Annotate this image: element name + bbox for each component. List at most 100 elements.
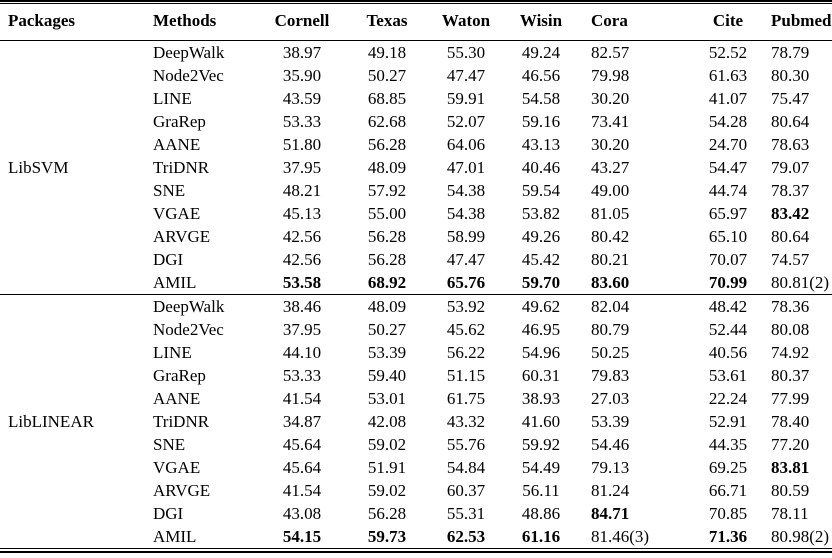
- value-cell: 78.40: [771, 412, 810, 431]
- package-cell: LibSVM: [8, 158, 69, 177]
- value-cell: 80.59: [771, 481, 810, 500]
- value-cell: 74.92: [771, 343, 810, 362]
- value-cell: 68.92: [367, 273, 407, 292]
- value-cell: 70.07: [708, 250, 748, 269]
- table-row: GraRep 53.33 59.40 51.15 60.31 79.83 53.61 80.3…: [0, 364, 832, 387]
- value-cell: 77.20: [771, 435, 810, 454]
- method-cell: ARVGE: [153, 227, 211, 246]
- value-cell: 45.64: [282, 458, 322, 477]
- value-cell: 80.37: [771, 366, 810, 385]
- column-header-packages: Packages: [8, 11, 76, 30]
- value-cell: 41.60: [521, 412, 561, 431]
- value-cell: 80.64: [771, 112, 810, 131]
- value-cell: 62.53: [446, 527, 486, 546]
- method-cell: DeepWalk: [153, 43, 225, 62]
- value-cell: 55.31: [446, 504, 486, 523]
- value-cell: 46.95: [521, 320, 561, 339]
- value-cell: 51.80: [282, 135, 322, 154]
- value-cell: 56.28: [367, 250, 407, 269]
- value-cell: 70.99: [708, 273, 748, 292]
- value-cell: 52.44: [708, 320, 748, 339]
- value-cell: 27.03: [591, 389, 630, 408]
- table-row: TriDNR 37.95 48.09 47.01 40.46 43.27 54.47 79.0…: [0, 156, 832, 179]
- value-cell: 43.27: [591, 158, 630, 177]
- value-cell: 50.27: [367, 320, 407, 339]
- table-row: ARVGE 41.54 59.02 60.37 56.11 81.24 66.71 80.59: [0, 479, 832, 502]
- method-cell: AANE: [153, 389, 201, 408]
- method-cell: AMIL: [153, 527, 197, 546]
- value-cell: 48.42: [708, 297, 748, 316]
- value-cell: 54.46: [591, 435, 630, 454]
- table-row: LINE 44.10 53.39 56.22 54.96 50.25 40.56 74.92: [0, 341, 832, 364]
- value-cell: 79.83: [591, 366, 630, 385]
- top-rule-thin: [0, 3, 832, 4]
- table-row: Node2Vec 35.90 50.27 47.47 46.56 79.98 61.63 80…: [0, 64, 832, 87]
- value-cell: 80.42: [591, 227, 630, 246]
- value-cell: 53.82: [521, 204, 561, 223]
- value-cell: 53.61: [708, 366, 748, 385]
- value-cell: 55.76: [446, 435, 486, 454]
- table-row: DGI 43.08 56.28 55.31 48.86 84.71 70.85 78.11: [0, 502, 832, 525]
- value-cell: 61.16: [521, 527, 561, 546]
- value-cell: 77.99: [771, 389, 810, 408]
- value-cell: 59.70: [521, 273, 561, 292]
- table-row: TriDNR 34.87 42.08 43.32 41.60 53.39 52.91 78.4…: [0, 410, 832, 433]
- value-cell: 65.97: [708, 204, 748, 223]
- value-cell: 45.64: [282, 435, 322, 454]
- column-header-cora: Cora: [591, 11, 628, 30]
- method-cell: VGAE: [153, 204, 201, 223]
- value-cell: 41.54: [282, 481, 322, 500]
- value-cell: 45.42: [521, 250, 561, 269]
- value-cell: 81.05: [591, 204, 630, 223]
- value-cell: 34.87: [282, 412, 322, 431]
- value-cell: 64.06: [446, 135, 486, 154]
- value-cell: 54.96: [521, 343, 561, 362]
- table-row: SNE 48.21 57.92 54.38 59.54 49.00 44.74 78.37: [0, 179, 832, 202]
- value-cell: 55.30: [446, 43, 486, 62]
- value-cell: 49.62: [521, 297, 561, 316]
- value-cell: 75.47: [771, 89, 810, 108]
- column-header-methods: Methods: [153, 11, 217, 30]
- value-cell: 46.56: [521, 66, 561, 85]
- value-cell: 54.28: [708, 112, 748, 131]
- value-cell: 30.20: [591, 89, 630, 108]
- value-cell: 42.56: [282, 250, 322, 269]
- value-cell: 56.11: [522, 481, 560, 500]
- value-cell: 54.84: [446, 458, 486, 477]
- value-cell: 48.09: [367, 158, 407, 177]
- value-cell: 80.98(2): [771, 527, 830, 546]
- value-cell: 81.24: [591, 481, 630, 500]
- table-header: Packages Methods Cornell Texas Waton Wisin Cor…: [0, 4, 832, 41]
- value-cell: 43.59: [282, 89, 322, 108]
- value-cell: 53.33: [282, 366, 322, 385]
- value-cell: 65.76: [446, 273, 486, 292]
- value-cell: 61.63: [708, 66, 748, 85]
- value-cell: 38.97: [282, 43, 322, 62]
- table-row: AMIL 53.58 68.92 65.76 59.70 83.60 70.99 80.81(…: [0, 271, 832, 295]
- method-cell: SNE: [153, 181, 186, 200]
- value-cell: 49.00: [591, 181, 630, 200]
- value-cell: 54.38: [446, 181, 486, 200]
- value-cell: 50.27: [367, 66, 407, 85]
- method-cell: DGI: [153, 504, 184, 523]
- value-cell: 78.11: [771, 504, 809, 523]
- value-cell: 43.13: [521, 135, 561, 154]
- column-header-cornell: Cornell: [274, 11, 330, 30]
- value-cell: 43.32: [446, 412, 486, 431]
- value-cell: 59.40: [367, 366, 407, 385]
- value-cell: 52.07: [446, 112, 486, 131]
- value-cell: 37.95: [282, 158, 322, 177]
- method-cell: AMIL: [153, 273, 197, 292]
- value-cell: 78.37: [771, 181, 810, 200]
- method-cell: DeepWalk: [153, 297, 225, 316]
- table-row: VGAE 45.13 55.00 54.38 53.82 81.05 65.97 83.42: [0, 202, 832, 225]
- column-header-waton: Waton: [441, 11, 491, 30]
- method-cell: DGI: [153, 250, 184, 269]
- value-cell: 59.16: [521, 112, 561, 131]
- value-cell: 53.33: [282, 112, 322, 131]
- method-cell: LINE: [153, 343, 192, 362]
- method-cell: TriDNR: [153, 158, 210, 177]
- method-cell: GraRep: [153, 366, 206, 385]
- value-cell: 82.57: [591, 43, 630, 62]
- value-cell: 53.01: [367, 389, 407, 408]
